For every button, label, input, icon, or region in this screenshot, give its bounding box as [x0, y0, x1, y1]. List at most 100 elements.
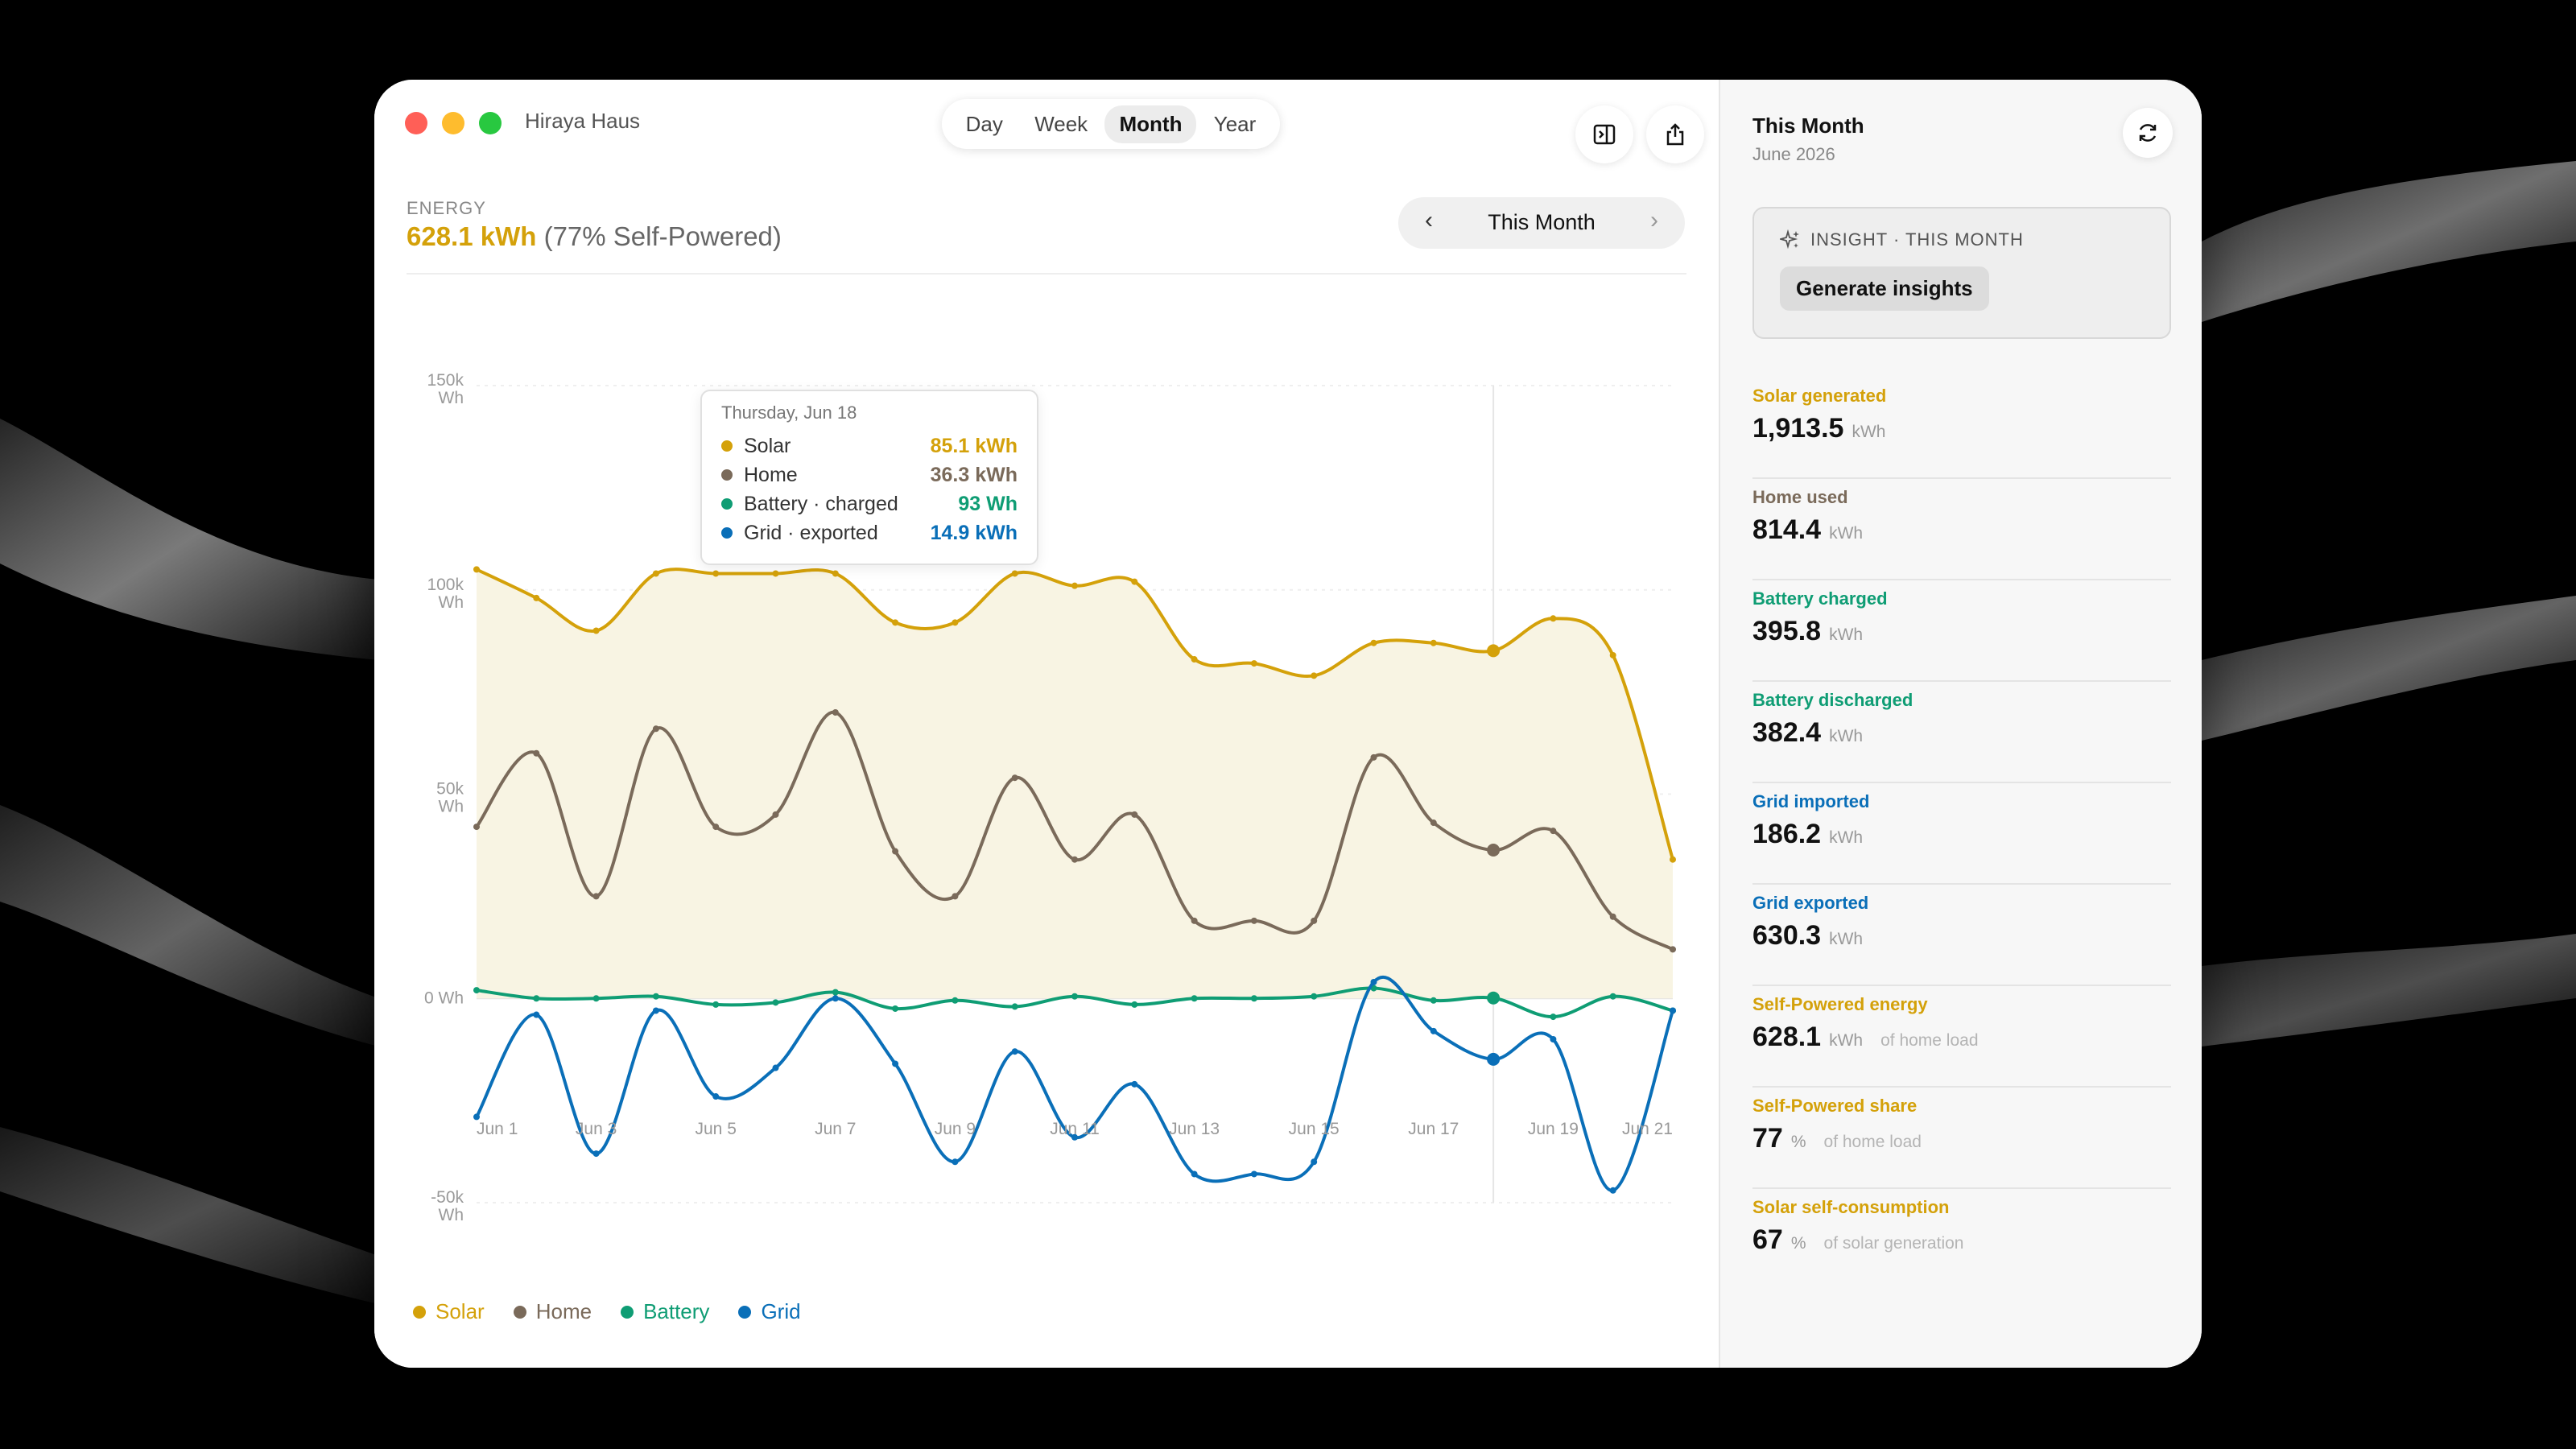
data-point-battery — [1550, 1013, 1557, 1021]
data-point-grid — [772, 1064, 779, 1071]
close-window-button[interactable] — [405, 112, 427, 134]
stat-unit: kWh — [1829, 524, 1864, 543]
segment-day[interactable]: Day — [965, 111, 1003, 136]
stat-line: 395.8 kWh — [1752, 616, 2171, 647]
data-point-solar — [1550, 615, 1557, 622]
data-point-home — [892, 848, 899, 855]
data-point-grid — [592, 1150, 600, 1158]
data-point-solar — [1071, 582, 1078, 589]
legend-item-grid[interactable]: Grid — [738, 1299, 801, 1324]
stat-label: Solar generated — [1752, 386, 1887, 406]
data-point-solar — [952, 619, 959, 626]
data-point-battery — [652, 993, 659, 1000]
data-point-solar — [1131, 578, 1138, 585]
stat-item: Self-Powered energy 628.1 kWh of home load — [1752, 986, 2171, 1088]
tooltip-series-name: Home — [744, 463, 798, 486]
x-tick-label: Jun 1 — [477, 1120, 518, 1138]
data-point-home — [1311, 917, 1318, 924]
data-point-solar — [652, 570, 659, 577]
zoom-window-button[interactable] — [479, 112, 502, 134]
stat-unit: kWh — [1829, 727, 1864, 745]
x-tick-label: Jun 9 — [935, 1120, 976, 1138]
stat-label: Battery discharged — [1752, 690, 1913, 710]
data-point-home — [1670, 946, 1676, 953]
period-navigator: ‹ This Month › — [1398, 197, 1685, 249]
segment-year[interactable]: Year — [1213, 111, 1257, 136]
data-point-solar — [473, 566, 480, 573]
stat-value: 186.2 — [1752, 819, 1822, 849]
chart-tooltip: Thursday, Jun 18 Solar 85.1 kWh Home 36.3 k… — [700, 390, 1038, 565]
data-point-solar — [1670, 856, 1676, 863]
stat-value: 382.4 — [1752, 717, 1822, 748]
data-point-home — [1131, 811, 1138, 818]
data-point-grid — [1550, 1036, 1557, 1042]
sidebar: This Month June 2026 INSIGHT · THIS MONT… — [1719, 80, 2202, 1368]
stat-label: Solar self-consumption — [1752, 1197, 1950, 1217]
tooltip-series-value: 14.9 kWh — [930, 521, 1018, 544]
data-point-grid — [1487, 1052, 1501, 1066]
segment-week[interactable]: Week — [1034, 111, 1088, 136]
stat-line: 67% of solar generation — [1752, 1224, 2171, 1256]
data-point-battery — [1487, 991, 1501, 1005]
data-point-solar — [1609, 651, 1616, 658]
x-tick-label: Jun 7 — [815, 1120, 856, 1138]
data-point-grid — [1250, 1170, 1257, 1178]
share-button[interactable] — [1646, 105, 1704, 163]
next-period-button[interactable]: › — [1650, 207, 1658, 233]
data-point-battery — [1131, 1001, 1138, 1008]
stat-value: 77 — [1752, 1123, 1783, 1154]
legend-item-battery[interactable]: Battery — [621, 1299, 709, 1324]
y-tick-label: Wh — [439, 1206, 464, 1224]
refresh-button[interactable] — [2123, 108, 2173, 158]
stat-unit: % — [1790, 1234, 1806, 1253]
legend-label: Battery — [643, 1299, 710, 1323]
legend-item-solar[interactable]: Solar — [413, 1299, 485, 1324]
refresh-icon — [2139, 124, 2157, 142]
x-tick-label: Jun 17 — [1408, 1120, 1459, 1138]
period-label: This Month — [1488, 210, 1596, 234]
data-point-home — [1011, 774, 1018, 782]
tooltip-date: Thursday, Jun 18 — [721, 402, 857, 423]
stat-line: 186.2 kWh — [1752, 819, 2171, 850]
previous-period-button[interactable]: ‹ — [1425, 207, 1433, 233]
legend-label: Home — [535, 1299, 592, 1323]
stat-unit: kWh — [1829, 1031, 1864, 1050]
stat-unit: kWh — [1829, 930, 1864, 948]
stat-value: 67 — [1752, 1224, 1783, 1255]
data-point-grid — [1011, 1048, 1018, 1055]
tooltip-dot — [721, 498, 733, 510]
tooltip-series-name: Battery · charged — [744, 492, 898, 515]
stat-label: Home used — [1752, 487, 1848, 507]
data-point-battery — [772, 999, 779, 1006]
stat-label: Grid exported — [1752, 893, 1869, 913]
y-tick-label: Wh — [439, 593, 464, 612]
main-panel: Hiraya Haus Day Week Month Year ENERGY 6… — [374, 80, 1719, 1368]
data-point-home — [1487, 844, 1501, 857]
x-tick-label: Jun 5 — [696, 1120, 737, 1138]
y-tick-label: 100k — [427, 576, 464, 594]
data-point-battery — [473, 987, 480, 994]
stat-line: 630.3 kWh — [1752, 920, 2171, 952]
generate-insights-button[interactable]: Generate insights — [1780, 266, 1989, 311]
tooltip-series-value: 93 Wh — [958, 492, 1018, 515]
insight-card: INSIGHT · THIS MONTH Generate insights — [1752, 207, 2171, 339]
legend-dot — [621, 1305, 634, 1319]
data-point-grid — [712, 1093, 720, 1100]
stat-label: Grid imported — [1752, 791, 1870, 811]
tooltip-row: Battery · charged 93 Wh — [721, 489, 1018, 518]
legend-item-home[interactable]: Home — [513, 1299, 592, 1324]
data-point-battery — [1250, 995, 1257, 1002]
toggle-sidebar-button[interactable] — [1575, 105, 1633, 163]
legend-label: Grid — [761, 1299, 801, 1323]
minimize-window-button[interactable] — [442, 112, 464, 134]
y-tick-label: Wh — [439, 798, 464, 816]
data-point-grid — [1609, 1187, 1616, 1194]
data-point-solar — [1191, 656, 1198, 663]
data-point-battery — [832, 989, 839, 996]
x-tick-label: Jun 19 — [1528, 1120, 1579, 1138]
x-tick-label: Jun 11 — [1050, 1120, 1100, 1138]
data-point-grid — [1191, 1170, 1198, 1178]
stat-label: Self-Powered share — [1752, 1096, 1918, 1116]
segment-month[interactable]: Month — [1104, 105, 1197, 143]
